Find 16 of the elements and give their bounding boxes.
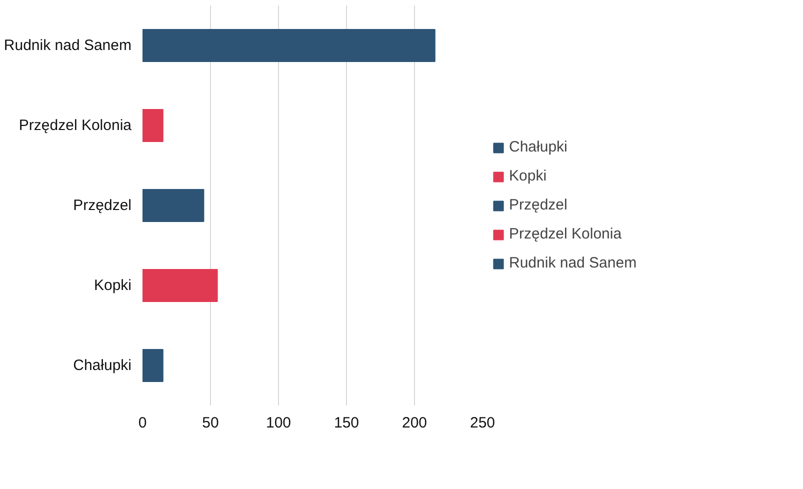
legend-label: Przędzel Kolonia <box>509 226 622 242</box>
y-tick-label: Rudnik nad Sanem <box>4 37 132 54</box>
x-tick-label: 50 <box>202 414 219 432</box>
x-tick-label: 200 <box>402 414 428 432</box>
x-tick-label: 250 <box>470 414 496 432</box>
legend-label: Chałupki <box>509 138 568 156</box>
y-tick-label: Chałupki <box>73 357 132 374</box>
legend-label: Kopki <box>509 168 547 184</box>
x-tick-label: 150 <box>334 414 360 432</box>
x-tick-label: 100 <box>266 414 292 432</box>
y-tick-label: Kopki <box>94 277 132 294</box>
y-tick-label: Przędzel Kolonia <box>18 117 132 134</box>
legend-label: Rudnik nad Sanem <box>509 254 637 272</box>
y-tick-label: Przędzel <box>73 197 132 214</box>
legend-label: Przędzel <box>509 196 568 214</box>
x-tick-label: 0 <box>138 414 147 432</box>
